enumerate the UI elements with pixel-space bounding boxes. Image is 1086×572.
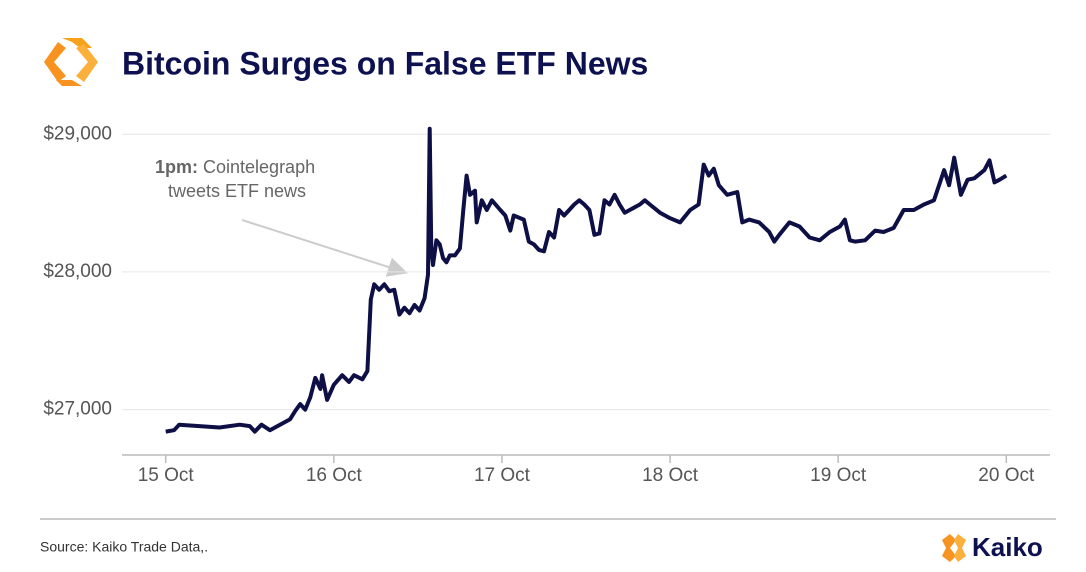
x-tick-label: 19 Oct (810, 465, 867, 486)
y-tick-label: $27,000 (43, 399, 112, 420)
x-tick-label: 18 Oct (642, 465, 699, 486)
annotation-line: Cointelegraph (203, 157, 315, 177)
brand: Kaiko (972, 532, 1043, 562)
x-tick-label: 20 Oct (978, 465, 1035, 486)
logo (44, 38, 98, 86)
y-tick-label: $28,000 (43, 261, 112, 282)
x-tick-label: 16 Oct (306, 465, 363, 486)
annotation-arrow (241, 219, 408, 277)
price-line (165, 126, 1008, 434)
annotation-line: tweets ETF news (168, 181, 306, 201)
x-tick-label: 17 Oct (474, 465, 531, 486)
annotation: 1pm: Cointelegraph (155, 157, 315, 177)
y-tick-label: $29,000 (43, 123, 112, 144)
chart-title: Bitcoin Surges on False ETF News (122, 45, 648, 81)
source: Source: Kaiko Trade Data,. (40, 539, 208, 555)
annotation-lead: 1pm: (155, 157, 198, 177)
x-tick-label: 15 Oct (138, 465, 195, 486)
brand-logo (942, 534, 966, 562)
